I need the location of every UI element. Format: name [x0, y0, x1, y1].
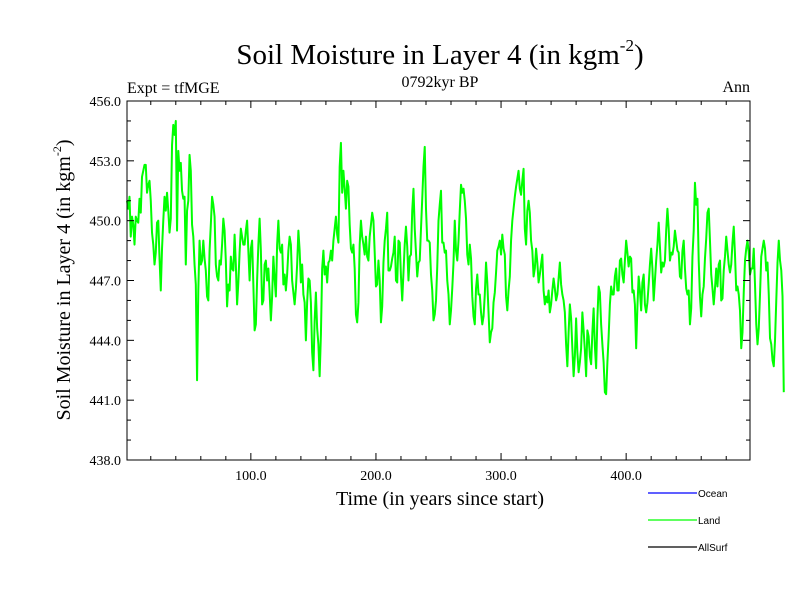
- y-axis-label: Soil Moisture in Layer 4 (in kgm-2): [50, 139, 75, 420]
- plot-frame: [126, 100, 751, 461]
- x-axis: 100.0 200.0 300.0 400.0: [150, 101, 727, 484]
- plot-area: [126, 119, 785, 396]
- legend-label-ocean: Ocean: [698, 489, 727, 500]
- legend-label-land: Land: [698, 516, 720, 527]
- y-tick-label: 438.0: [90, 454, 122, 469]
- x-tick-label: 200.0: [360, 469, 392, 484]
- title-sup: -2: [620, 36, 634, 55]
- y-tick-label: 450.0: [90, 215, 122, 230]
- title-main: Soil Moisture in Layer 4 (in kgm: [236, 39, 620, 71]
- series-line-land: [126, 119, 785, 396]
- x-tick-label: 100.0: [235, 469, 267, 484]
- y-axis: 438.0 441.0 444.0 447.0 450.0 453.0 456.0: [90, 95, 750, 469]
- title-end: ): [634, 39, 644, 71]
- ylabel-end: ): [53, 139, 75, 146]
- y-tick-label: 456.0: [90, 95, 122, 110]
- legend-label-allsurf: AllSurf: [698, 543, 728, 554]
- legend: Ocean Land AllSurf: [648, 489, 728, 554]
- x-tick-label: 400.0: [610, 469, 642, 484]
- y-tick-label: 447.0: [90, 275, 122, 290]
- y-tick-label: 441.0: [90, 394, 122, 409]
- ylabel-main: Soil Moisture in Layer 4 (in kgm: [53, 156, 75, 421]
- subtitle-right: Ann: [722, 79, 750, 96]
- y-tick-label: 444.0: [90, 334, 122, 349]
- subtitle-center: 0792kyr BP: [402, 74, 479, 91]
- chart-title: Soil Moisture in Layer 4 (in kgm-2): [236, 36, 643, 71]
- y-tick-label: 453.0: [90, 155, 122, 170]
- x-tick-label: 300.0: [485, 469, 517, 484]
- x-axis-label: Time (in years since start): [336, 488, 544, 510]
- subtitle-left: Expt = tfMGE: [127, 80, 220, 97]
- ylabel-sup: -2: [50, 146, 64, 156]
